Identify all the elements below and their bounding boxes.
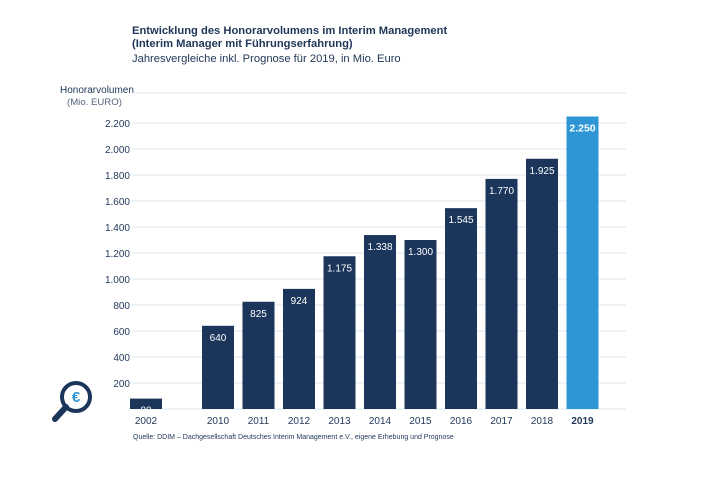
value-label: 1.175 <box>327 263 352 274</box>
bar <box>485 178 518 409</box>
magnifier-handle <box>52 404 69 422</box>
bar <box>202 325 234 409</box>
value-label: 1.545 <box>448 215 473 226</box>
bar <box>283 288 315 409</box>
y-tick-labels: 200 400 600 800 1.000 1.200 1.400 1.600 1.800 2.0… <box>105 119 130 390</box>
euro-symbol: € <box>72 389 81 406</box>
value-label: 640 <box>210 333 227 344</box>
bar <box>323 256 356 409</box>
y-tick-label: 2.000 <box>105 145 130 156</box>
x-tick-label: 2002 <box>135 416 158 427</box>
source-note: Quelle: DDIM – Dachgesellschaft Deutsche… <box>133 434 454 441</box>
y-axis-unit: (Mio. EURO) <box>67 97 122 108</box>
y-tick-label: 600 <box>113 327 130 338</box>
bar <box>130 398 162 409</box>
bar <box>404 240 437 409</box>
y-tick-label: 1.800 <box>105 171 130 182</box>
x-tick-label: 2016 <box>450 416 473 427</box>
magnifier-ring <box>60 381 92 413</box>
chart-title-line2: (Interim Manager mit Führungserfahrung) <box>132 38 353 50</box>
value-labels: 80 640 825 924 1.175 1.338 1.300 1.545 1.770 1.92… <box>140 123 595 417</box>
y-tick-label: 1.600 <box>105 197 130 208</box>
y-axis-label: Honorarvolumen <box>60 85 134 96</box>
y-tick-label: 800 <box>113 301 130 312</box>
value-label: 924 <box>291 296 308 307</box>
value-label: 2.250 <box>569 123 595 135</box>
x-tick-label: 2017 <box>490 416 513 427</box>
value-label: 1.770 <box>489 186 514 197</box>
y-tick-label: 400 <box>113 353 130 364</box>
y-tick-label: 1.200 <box>105 249 130 260</box>
bars <box>130 116 599 409</box>
x-tick-label: 2010 <box>207 416 230 427</box>
value-label: 1.300 <box>408 247 433 258</box>
bar <box>364 235 396 409</box>
value-label: 1.925 <box>529 166 554 177</box>
magnifier-euro-icon: € <box>52 381 92 422</box>
bar <box>526 158 558 409</box>
value-label: 825 <box>250 309 267 320</box>
x-tick-label: 2019 <box>571 416 594 427</box>
value-label: 1.338 <box>367 242 392 253</box>
x-tick-labels: 2002 2010 2011 2012 2013 2014 2015 2016 2017 2018… <box>135 416 594 427</box>
value-label: 80 <box>140 406 152 417</box>
x-tick-label: 2011 <box>248 416 270 427</box>
y-tick-label: 200 <box>113 379 130 390</box>
chart-subtitle: Jahresvergleiche inkl. Prognose für 2019… <box>132 53 401 65</box>
bar-forecast <box>566 116 599 409</box>
x-tick-label: 2012 <box>288 416 311 427</box>
x-tick-label: 2014 <box>369 416 392 427</box>
chart-title: Entwicklung des Honorarvolumens im Inter… <box>132 25 448 37</box>
y-tick-label: 2.200 <box>105 119 130 130</box>
bar <box>445 208 477 409</box>
bar <box>242 301 275 409</box>
y-tick-label: 1.400 <box>105 223 130 234</box>
x-tick-label: 2018 <box>531 416 554 427</box>
x-tick-label: 2013 <box>328 416 351 427</box>
x-tick-label: 2015 <box>409 416 432 427</box>
y-tick-label: 1.000 <box>105 275 130 286</box>
